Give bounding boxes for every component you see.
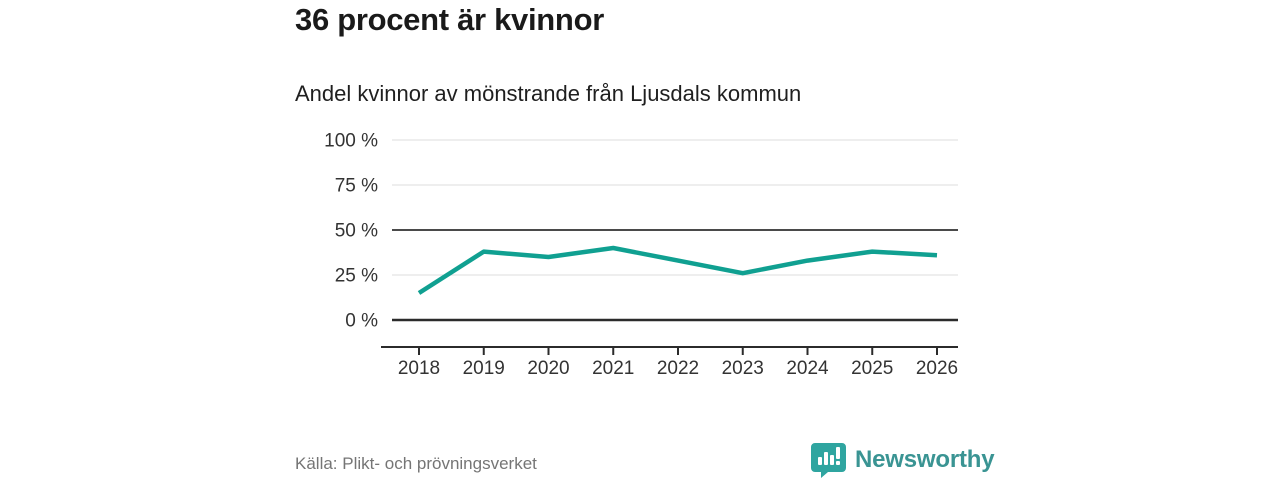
x-axis-tick-label: 2022 <box>657 358 699 379</box>
x-axis-tick-label: 2024 <box>786 358 829 379</box>
x-axis-tick-label: 2023 <box>722 358 764 379</box>
newsworthy-logo-icon <box>810 441 847 478</box>
y-axis-tick-label: 75 % <box>335 176 378 197</box>
line-chart: 0 % 25 % 50 % 75 % 100 % 2018 2019 2020 2021 2022… <box>295 125 985 390</box>
newsworthy-brand: Newsworthy <box>810 441 995 478</box>
x-axis-tick-label: 2018 <box>398 358 440 379</box>
y-axis-tick-label: 25 % <box>335 266 378 287</box>
newsworthy-wordmark: Newsworthy <box>855 445 995 473</box>
x-axis-tick-label: 2020 <box>527 358 569 379</box>
y-axis-tick-label: 0 % <box>345 311 378 332</box>
x-axis-tick-label: 2021 <box>592 358 634 379</box>
chart-subtitle: Andel kvinnor av mönstrande från Ljusdal… <box>295 81 802 106</box>
x-axis-tick-label: 2025 <box>851 358 893 379</box>
y-axis-tick-label: 100 % <box>324 131 378 152</box>
source-attribution: Källa: Plikt- och prövningsverket <box>295 454 537 473</box>
x-axis-tick-label: 2026 <box>916 358 958 379</box>
line-chart-svg: 0 % 25 % 50 % 75 % 100 % 2018 2019 2020 2021 2022… <box>324 131 958 380</box>
data-series-line <box>417 245 938 295</box>
y-axis-tick-label: 50 % <box>335 221 378 242</box>
x-axis-tick-label: 2019 <box>463 358 505 379</box>
page-title: 36 procent är kvinnor <box>295 2 604 37</box>
